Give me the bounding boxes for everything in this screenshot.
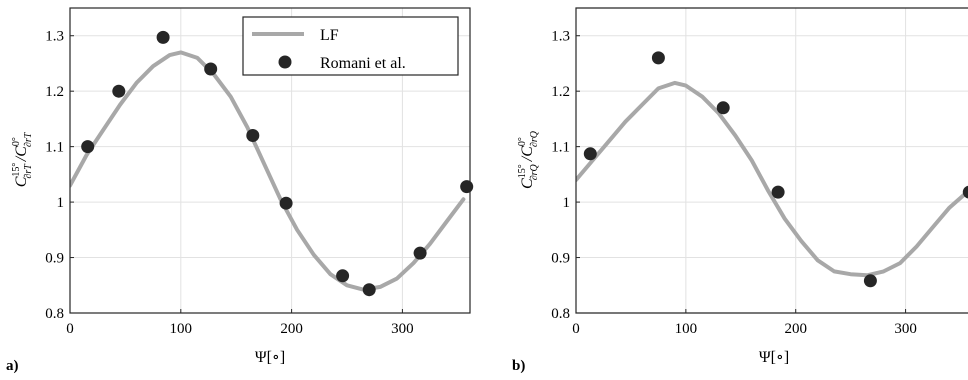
x-axis-label-a: Ψ[∘] (255, 349, 285, 366)
x-tick-label-b: 300 (894, 321, 917, 337)
svg-text:C15°∂rQ/C0°∂rQ: C15°∂rQ/C0°∂rQ (517, 130, 540, 189)
x-tick-label-b: 0 (572, 321, 580, 337)
y-tick-label-b: 0.8 (551, 306, 570, 322)
x-tick-label-a: 0 (66, 321, 74, 337)
romani-point-a (362, 283, 376, 297)
romani-point-a (204, 62, 218, 76)
y-tick-label-b: 1.3 (551, 29, 570, 45)
romani-point-a (156, 30, 170, 44)
legend-dot-marker (278, 55, 292, 69)
romani-point-b (716, 101, 730, 115)
x-tick-label-a: 200 (280, 321, 303, 337)
y-tick-label-b: 1.1 (551, 140, 570, 156)
x-axis-label-b: Ψ[∘] (759, 349, 789, 366)
romani-point-b (771, 185, 785, 199)
legend-label-romani: Romani et al. (320, 55, 406, 72)
y-axis-label-a: C15°∂rT/C0°∂rT (11, 131, 34, 187)
romani-point-a (112, 84, 126, 98)
panel-label-a: a) (6, 358, 19, 374)
romani-point-b (583, 147, 597, 161)
plot-area-b (576, 8, 968, 313)
tick-labels-a: 0 100 200 300 0.8 0.9 1 1.1 1.2 1.3 (45, 29, 413, 337)
y-tick-label-b: 0.9 (551, 251, 570, 267)
y-tick-label-b: 1.2 (551, 84, 570, 100)
legend-box (242, 16, 459, 76)
romani-point-a (460, 180, 474, 194)
grid-b (576, 8, 968, 313)
y-tick-label-a: 1.3 (45, 29, 64, 45)
tick-labels-b: 0 100 200 300 0.8 0.9 1 1.1 1.2 1.3 (551, 29, 917, 337)
series-lf-a (70, 50, 466, 292)
y-axis-label-b: C15°∂rQ/C0°∂rQ (517, 130, 540, 189)
chart-panel-a: 0 100 200 300 0.8 0.9 1 1.1 1.2 1.3 LF Romani et … (6, 7, 474, 374)
series-lf-b (576, 80, 968, 278)
legend-label-lf: LF (320, 27, 339, 44)
romani-point-a (336, 269, 350, 283)
romani-point-a (279, 196, 293, 210)
y-tick-label-a: 0.9 (45, 251, 64, 267)
lf-curve-a (70, 50, 466, 292)
romani-point-a (413, 246, 427, 260)
axes-frame-b (575, 7, 968, 314)
romani-point-b (863, 274, 877, 288)
chart-panel-b: 0 100 200 300 0.8 0.9 1 1.1 1.2 1.3 Ψ[∘] C15°∂rQ/… (512, 7, 968, 374)
romani-point-b (962, 185, 968, 199)
y-tick-label-a: 0.8 (45, 306, 64, 322)
panel-label-b: b) (512, 358, 525, 374)
y-tick-label-a: 1.2 (45, 84, 64, 100)
axes-frame-a (69, 7, 471, 314)
x-tick-label-b: 200 (784, 321, 807, 337)
y-tick-label-a: 1.1 (45, 140, 64, 156)
romani-point-b (651, 51, 665, 65)
romani-point-a (246, 129, 260, 142)
y-tick-label-b: 1 (563, 195, 571, 211)
x-tick-label-a: 100 (170, 321, 193, 337)
svg-text:C15°∂rT/C0°∂rT: C15°∂rT/C0°∂rT (11, 131, 34, 187)
y-tick-label-a: 1 (57, 195, 65, 211)
series-romani-b (583, 51, 968, 288)
lf-curve-b (576, 80, 968, 278)
x-tick-label-a: 300 (391, 321, 414, 337)
x-tick-label-b: 100 (675, 321, 698, 337)
romani-point-a (81, 140, 95, 154)
legend: LF Romani et al. (242, 16, 459, 76)
series-romani-a (81, 30, 474, 297)
